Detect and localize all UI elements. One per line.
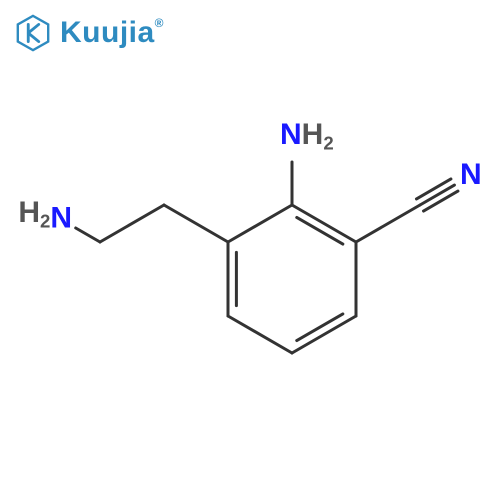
atom-label: H2N — [18, 196, 72, 234]
atom-label: NH2 — [280, 118, 334, 153]
figure-canvas: Kuujia® H2NNH2N — [0, 0, 500, 500]
atom-label: N — [460, 158, 482, 191]
molecule-diagram: H2N NH2 N — [0, 0, 500, 500]
